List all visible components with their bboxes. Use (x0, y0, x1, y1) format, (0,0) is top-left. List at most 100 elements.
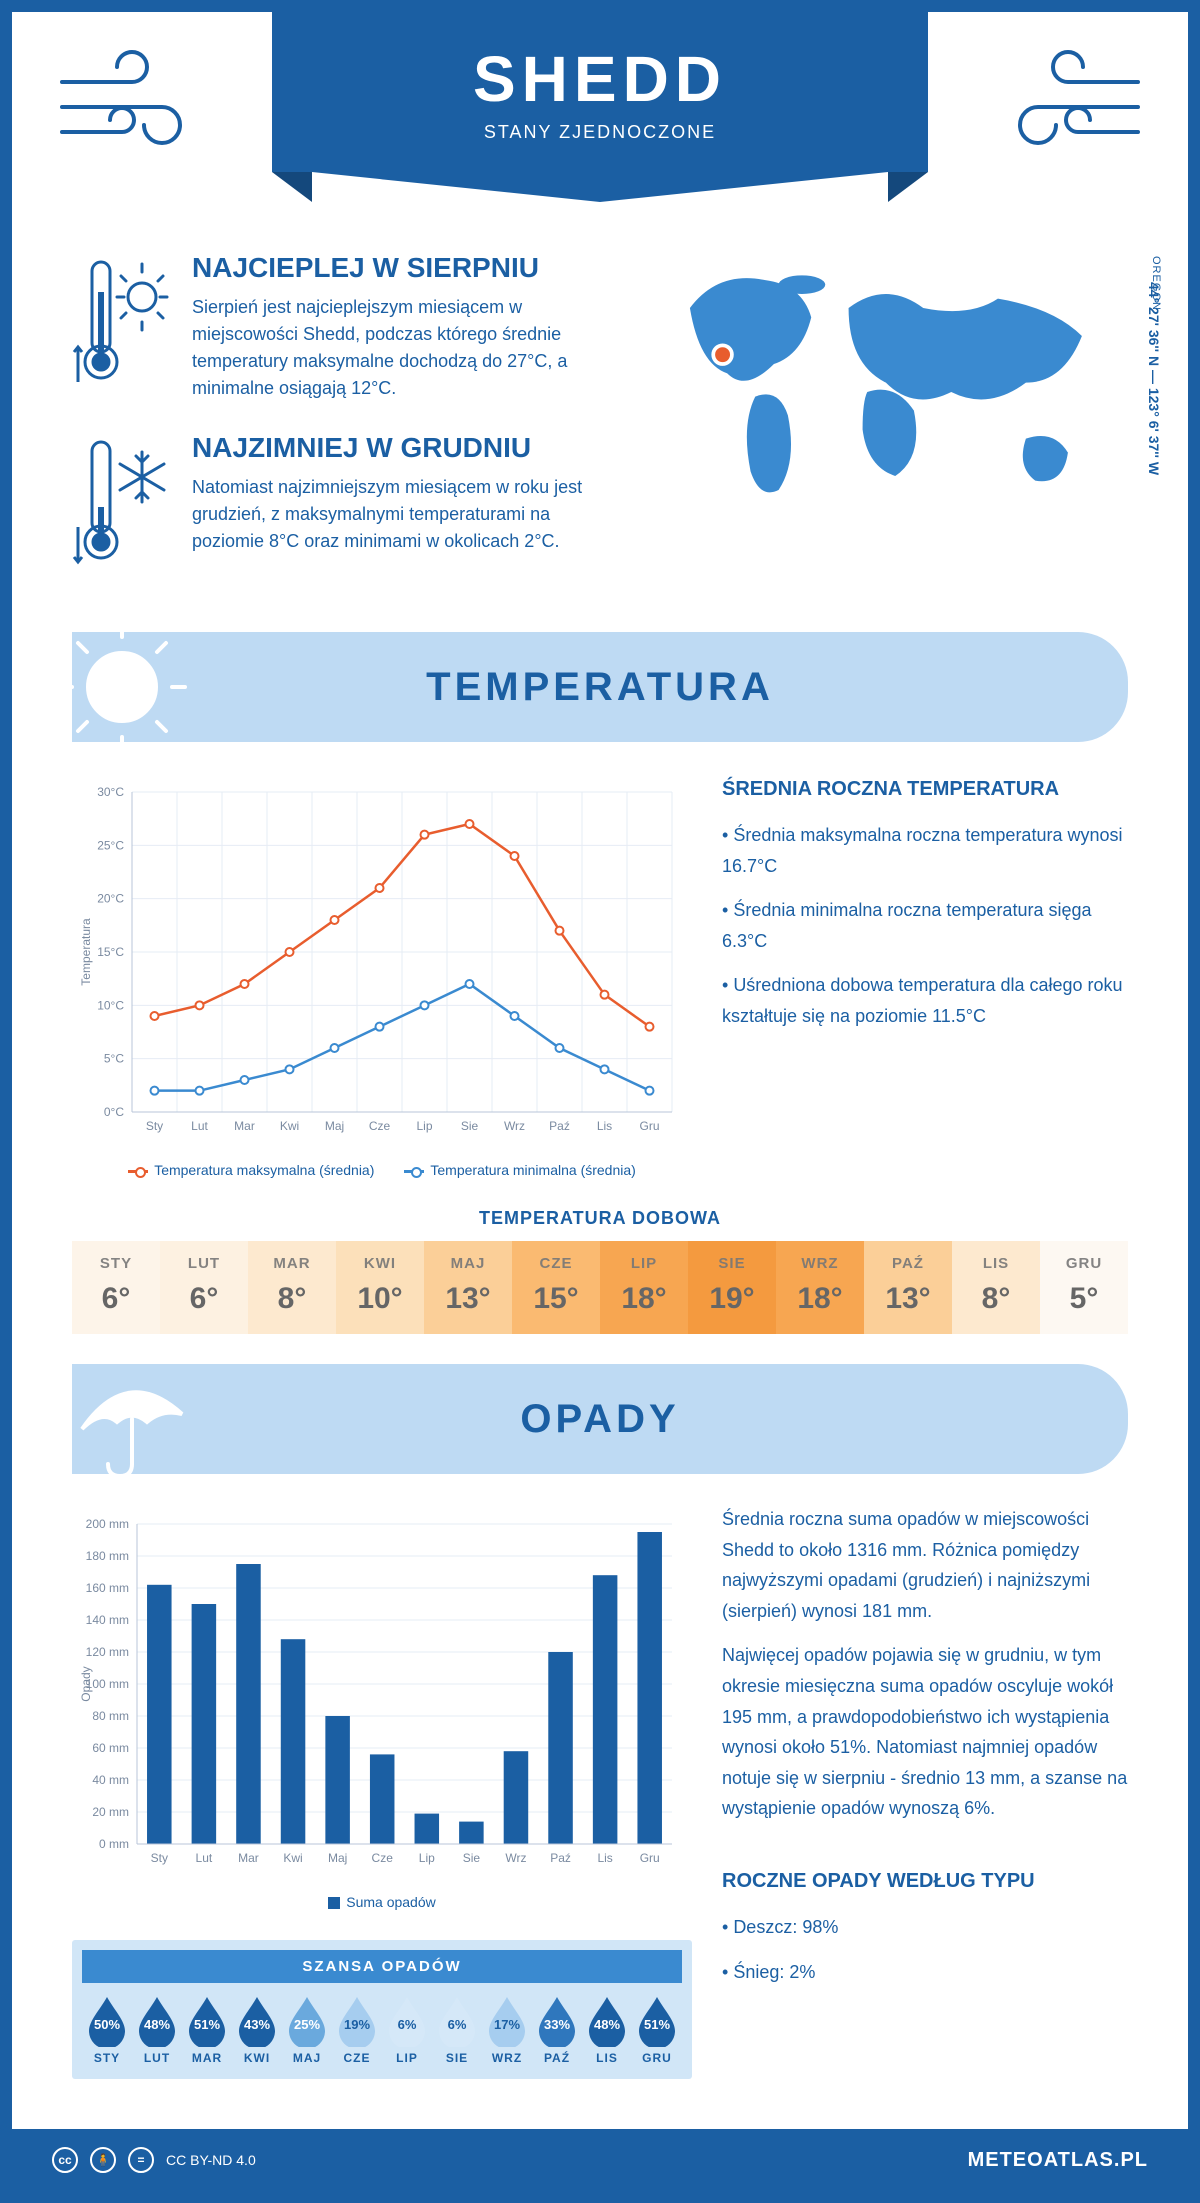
svg-text:Paź: Paź (549, 1119, 570, 1133)
svg-text:Kwi: Kwi (280, 1119, 299, 1133)
legend-sum: Suma opadów (346, 1894, 436, 1910)
coldest-title: NAJZIMNIEJ W GRUDNIU (192, 432, 604, 464)
svg-text:Maj: Maj (328, 1851, 347, 1865)
daily-temp-cell: KWI10° (336, 1241, 424, 1334)
daily-temp-cell: WRZ18° (776, 1241, 864, 1334)
svg-text:120 mm: 120 mm (86, 1645, 129, 1659)
svg-text:Mar: Mar (234, 1119, 255, 1133)
rain-chance-panel: SZANSA OPADÓW 50%STY 48%LUT 51%MAR 43%KW… (72, 1940, 692, 2079)
svg-text:5°C: 5°C (104, 1052, 124, 1066)
svg-text:Lis: Lis (597, 1851, 612, 1865)
daily-temp-cell: GRU5° (1040, 1241, 1128, 1334)
svg-text:160 mm: 160 mm (86, 1581, 129, 1595)
rain-chance-drop: 19%CZE (332, 1993, 382, 2065)
wind-icon (988, 42, 1148, 162)
svg-text:Gru: Gru (639, 1119, 659, 1133)
umbrella-icon (52, 1354, 212, 1484)
precip-type-title: ROCZNE OPADY WEDŁUG TYPU (722, 1864, 1128, 1898)
daily-temp-cell: SIE19° (688, 1241, 776, 1334)
location-title: SHEDD (272, 42, 928, 116)
intro-section: NAJCIEPLEJ W SIERPNIU Sierpień jest najc… (72, 252, 1128, 602)
rain-chance-drop: 51%GRU (632, 1993, 682, 2065)
footer: cc 🧍 = CC BY-ND 4.0 METEOATLAS.PL (12, 2129, 1188, 2191)
svg-text:Gru: Gru (640, 1851, 660, 1865)
svg-text:20°C: 20°C (97, 892, 124, 906)
wind-icon (52, 42, 212, 162)
svg-text:Mar: Mar (238, 1851, 259, 1865)
thermometer-sun-icon (72, 252, 172, 402)
temp-fact: • Uśredniona dobowa temperatura dla całe… (722, 970, 1128, 1031)
svg-text:Lis: Lis (597, 1119, 612, 1133)
svg-text:Paź: Paź (550, 1851, 571, 1865)
thermometer-snow-icon (72, 432, 172, 572)
temp-fact: • Średnia minimalna roczna temperatura s… (722, 895, 1128, 956)
rain-chance-drop: 43%KWI (232, 1993, 282, 2065)
svg-text:0 mm: 0 mm (99, 1837, 129, 1851)
license: cc 🧍 = CC BY-ND 4.0 (52, 2147, 256, 2173)
daily-temp-title: TEMPERATURA DOBOWA (72, 1208, 1128, 1229)
temp-fact: • Średnia maksymalna roczna temperatura … (722, 820, 1128, 881)
daily-temp-cell: MAJ13° (424, 1241, 512, 1334)
rain-chance-drop: 48%LIS (582, 1993, 632, 2065)
svg-text:Lip: Lip (419, 1851, 435, 1865)
rain-chance-drop: 6%LIP (382, 1993, 432, 2065)
daily-temp-cell: CZE15° (512, 1241, 600, 1334)
site-name: METEOATLAS.PL (968, 2149, 1148, 2172)
coldest-fact: NAJZIMNIEJ W GRUDNIU Natomiast najzimnie… (72, 432, 604, 572)
svg-text:Sty: Sty (146, 1119, 163, 1133)
svg-text:60 mm: 60 mm (92, 1741, 129, 1755)
svg-text:Opady: Opady (79, 1666, 93, 1701)
svg-text:140 mm: 140 mm (86, 1613, 129, 1627)
rain-chance-drop: 51%MAR (182, 1993, 232, 2065)
daily-temp-cell: LUT6° (160, 1241, 248, 1334)
precip-banner: OPADY (72, 1364, 1128, 1474)
daily-temp-cell: MAR8° (248, 1241, 336, 1334)
rain-chance-title: SZANSA OPADÓW (82, 1950, 682, 1983)
hottest-fact: NAJCIEPLEJ W SIERPNIU Sierpień jest najc… (72, 252, 604, 402)
avg-temp-title: ŚREDNIA ROCZNA TEMPERATURA (722, 772, 1128, 806)
svg-text:25°C: 25°C (97, 838, 124, 852)
temperature-banner: TEMPERATURA (72, 632, 1128, 742)
temperature-section-title: TEMPERATURA (426, 665, 774, 710)
rain-chance-drop: 50%STY (82, 1993, 132, 2065)
rain-chance-drop: 25%MAJ (282, 1993, 332, 2065)
svg-text:Sie: Sie (463, 1851, 481, 1865)
coordinates: 44° 27' 36'' N — 123° 6' 37'' W (1146, 282, 1162, 475)
title-banner: SHEDD STANY ZJEDNOCZONE (272, 12, 928, 172)
svg-text:Lip: Lip (416, 1119, 432, 1133)
svg-text:200 mm: 200 mm (86, 1517, 129, 1531)
svg-text:80 mm: 80 mm (92, 1709, 129, 1723)
hottest-text: Sierpień jest najcieplejszym miesiącem w… (192, 294, 604, 402)
rain-chance-drop: 33%PAŹ (532, 1993, 582, 2065)
svg-text:Cze: Cze (372, 1851, 394, 1865)
sun-icon (52, 622, 212, 752)
temperature-chart: 0°C5°C10°C15°C20°C25°C30°CStyLutMarKwiMa… (72, 772, 692, 1178)
svg-text:Temperatura: Temperatura (79, 918, 93, 986)
precip-text: Średnia roczna suma opadów w miejscowośc… (722, 1504, 1128, 1626)
nd-icon: = (128, 2147, 154, 2173)
precip-type: • Deszcz: 98% (722, 1912, 1128, 1943)
daily-temp-cell: STY6° (72, 1241, 160, 1334)
svg-text:15°C: 15°C (97, 945, 124, 959)
svg-text:Wrz: Wrz (504, 1119, 525, 1133)
legend-max: Temperatura maksymalna (średnia) (154, 1162, 374, 1178)
legend-min: Temperatura minimalna (średnia) (430, 1162, 635, 1178)
precip-summary: Średnia roczna suma opadów w miejscowośc… (722, 1504, 1128, 2079)
svg-text:180 mm: 180 mm (86, 1549, 129, 1563)
license-text: CC BY-ND 4.0 (166, 2152, 256, 2168)
svg-text:Maj: Maj (325, 1119, 344, 1133)
svg-text:Lut: Lut (196, 1851, 213, 1865)
svg-text:Kwi: Kwi (283, 1851, 302, 1865)
daily-temp-cell: LIP18° (600, 1241, 688, 1334)
rain-chance-drop: 17%WRZ (482, 1993, 532, 2065)
rain-chance-drop: 48%LUT (132, 1993, 182, 2065)
precip-legend: Suma opadów (72, 1894, 692, 1910)
svg-text:40 mm: 40 mm (92, 1773, 129, 1787)
svg-text:Wrz: Wrz (505, 1851, 526, 1865)
cc-icon: cc (52, 2147, 78, 2173)
world-map: OREGON 44° 27' 36'' N — 123° 6' 37'' W (644, 252, 1128, 602)
daily-temp-cell: LIS8° (952, 1241, 1040, 1334)
svg-text:Cze: Cze (369, 1119, 391, 1133)
precip-type: • Śnieg: 2% (722, 1957, 1128, 1988)
temperature-legend: Temperatura maksymalna (średnia) Tempera… (72, 1162, 692, 1178)
